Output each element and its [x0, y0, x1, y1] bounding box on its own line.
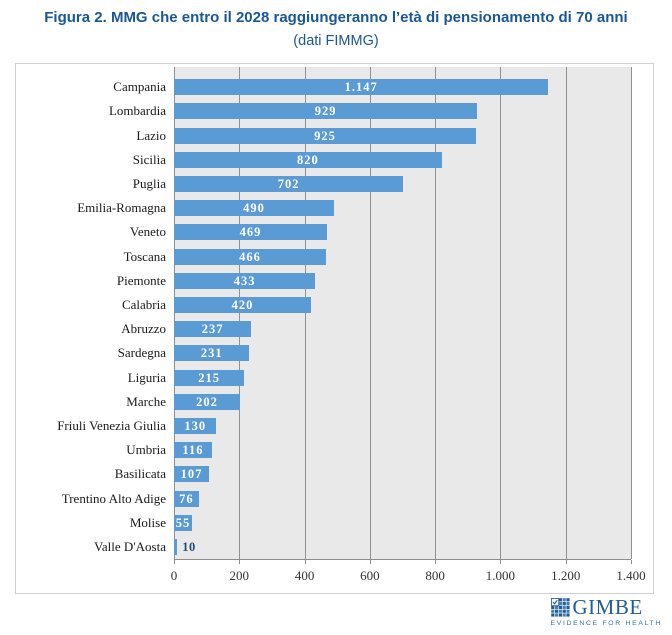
value-label: 420	[231, 297, 254, 312]
value-label: 215	[198, 370, 220, 385]
plot-area: 1.147 929 925 820 702 490 469 466 433 420 237 231 21…	[174, 67, 632, 560]
bar: 469	[174, 224, 328, 241]
category-label: Umbria	[126, 442, 166, 458]
bar: 55	[174, 514, 192, 531]
bar: 116	[174, 442, 212, 459]
bar: 466	[174, 248, 327, 265]
category-label: Sardegna	[117, 345, 166, 361]
value-label: 925	[314, 128, 336, 143]
gimbe-logo-tagline: EVIDENCE FOR HEALTH	[550, 620, 662, 627]
axis-tick-label: 200	[229, 568, 250, 583]
gimbe-logo-checkered-icon	[550, 598, 570, 617]
bar: 490	[174, 200, 334, 217]
bar-chart: 1.147 929 925 820 702 490 469 466 433 420 237 231 21…	[15, 63, 654, 594]
bar: 76	[174, 490, 199, 507]
value-label: 10	[182, 539, 196, 554]
value-label: 55	[175, 515, 191, 530]
axis-tick-label: 0	[170, 568, 178, 583]
value-label: 490	[243, 201, 265, 216]
axis-tick-label: 600	[360, 568, 380, 583]
category-label: Sicilia	[132, 151, 166, 167]
category-label: Abruzzo	[121, 321, 166, 337]
gridline	[631, 67, 632, 559]
bar: 202	[174, 393, 240, 410]
value-label: 702	[277, 176, 300, 191]
category-label: Emilia-Romagna	[77, 200, 166, 216]
bar: 433	[174, 272, 316, 289]
gridline	[565, 67, 567, 559]
value-label: 116	[182, 443, 204, 458]
axis-tick-label: 1.200	[551, 568, 581, 583]
value-label: 469	[239, 225, 262, 240]
category-label: Puglia	[132, 175, 166, 191]
bar: 10	[174, 538, 195, 555]
value-label: 820	[296, 152, 319, 167]
value-label: 130	[184, 418, 207, 433]
category-label: Marche	[126, 393, 166, 409]
bar: 1.147	[174, 79, 549, 96]
gridline	[239, 67, 241, 559]
axis-tick-label: 1.400	[616, 568, 646, 583]
bar: 107	[174, 466, 209, 483]
value-label: 202	[196, 394, 218, 409]
category-label: Trentino Alto Adige	[61, 490, 166, 506]
axis-tick	[239, 560, 241, 564]
axis-tick	[369, 560, 371, 564]
value-label: 76	[179, 491, 194, 506]
bar: 237	[174, 321, 252, 338]
axis-tick-label: 800	[425, 568, 445, 583]
category-label: Toscana	[123, 248, 166, 264]
category-label: Lazio	[136, 127, 166, 143]
axis-tick	[435, 560, 437, 564]
category-label: Lombardia	[108, 103, 166, 119]
category-label: Basilicata	[114, 466, 166, 482]
category-label: Liguria	[127, 369, 166, 385]
category-label: Calabria	[121, 296, 166, 312]
value-label: 1.147	[344, 80, 378, 95]
gimbe-logo: GIMBE EVIDENCE FOR HEALTH	[550, 595, 662, 628]
axis-tick	[304, 560, 306, 564]
value-label: 231	[200, 346, 223, 361]
axis-tick	[631, 560, 632, 564]
axis-tick	[174, 560, 175, 564]
category-label: Molise	[129, 514, 166, 530]
category-label: Piemonte	[116, 272, 166, 288]
bar: 925	[174, 127, 476, 144]
value-label: 237	[201, 322, 224, 337]
gridline	[500, 67, 502, 559]
axis-tick-label: 1.000	[485, 568, 516, 583]
value-label: 466	[239, 249, 261, 264]
bar: 929	[174, 103, 478, 120]
figure-title: Figura 2. MMG che entro il 2028 raggiung…	[44, 9, 628, 26]
value-label: 433	[233, 273, 256, 288]
category-label: Friuli Venezia Giulia	[57, 417, 166, 433]
bar: 820	[174, 151, 442, 168]
gimbe-logo-text: GIMBE	[572, 595, 643, 619]
gridline	[174, 67, 175, 559]
gridline	[369, 67, 371, 559]
bar: 231	[174, 345, 250, 362]
gridline	[435, 67, 437, 559]
category-label: Veneto	[129, 224, 166, 240]
value-label: 107	[180, 467, 203, 482]
figure-subtitle: (dati FIMMG)	[293, 33, 379, 49]
axis-tick	[565, 560, 567, 564]
value-label: 929	[314, 104, 337, 119]
gridline	[304, 67, 306, 559]
category-label: Campania	[113, 79, 166, 95]
category-label: Valle D'Aosta	[93, 538, 166, 554]
axis-tick-label: 400	[294, 568, 315, 583]
axis-tick	[500, 560, 502, 564]
bar: 215	[174, 369, 245, 386]
bar: 130	[174, 417, 217, 434]
bar: 702	[174, 175, 404, 192]
bar: 420	[174, 296, 312, 313]
